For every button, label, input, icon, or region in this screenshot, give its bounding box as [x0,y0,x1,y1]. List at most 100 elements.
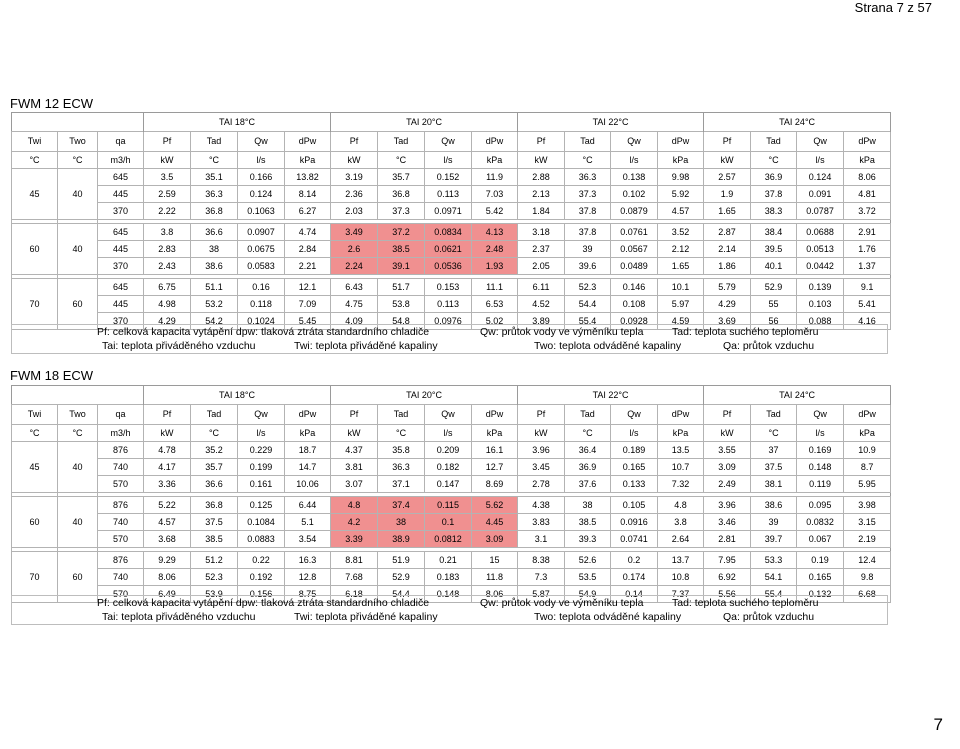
table-cell: 0.113 [424,295,473,313]
table-cell: 7.09 [284,295,332,313]
tai-group-header: TAI 24°C [703,385,892,405]
two-value: 40 [57,441,98,493]
table-cell: 3.8 [657,513,705,531]
table-cell: 4.29 [703,295,752,313]
column-header: Tad [750,131,798,152]
legend-text: Two: teplota odváděné kapaliny [534,340,682,352]
two-value: 40 [57,496,98,548]
table-cell: 0.0916 [610,513,659,531]
table-cell: 38.6 [750,496,798,514]
unit-header: °C [564,424,612,442]
unit-header: °C [564,151,612,169]
column-header: Twi [11,131,58,152]
table-cell: 36.4 [564,441,612,459]
table-cell: 9.98 [657,168,705,186]
unit-header: °C [377,424,426,442]
table-cell: 5.87 [517,585,566,603]
table-cell: 11.9 [471,168,519,186]
table-cell: 39.5 [750,240,798,258]
table-cell: 8.14 [284,185,332,203]
table-cell: 0.103 [796,295,845,313]
table-cell: 4.74 [284,223,332,241]
table-cell: 38.4 [750,223,798,241]
table-cell: 2.36 [330,185,379,203]
table-cell: 0.0879 [610,202,659,220]
table-cell: 0.0741 [610,530,659,548]
table-cell: 3.49 [330,223,379,241]
table-cell: 3.36 [143,475,192,493]
table-cell: 0.113 [424,185,473,203]
unit-header: kW [703,424,752,442]
column-header: dPw [657,131,705,152]
two-value: 40 [57,168,98,220]
table-cell: 38 [190,240,239,258]
unit-header: l/s [424,151,473,169]
legend-box: Pf: celková kapacita vytápění dpw: tlako… [11,595,888,625]
unit-header-row: °C °C m3/h kW °C l/s kPa kW °C l/s kPa kW °C l/s kPa kW… [11,151,892,169]
table-cell: 5.45 [284,312,332,330]
table-row: 60 40 876 5.22 36.8 0.125 6.44 4.8 37.4 0.115 5.62… [11,496,892,548]
unit-header: kW [330,151,379,169]
table-cell: 3.96 [703,496,752,514]
table-cell: 9.29 [143,551,192,569]
table-cell: 10.9 [843,441,892,459]
table-cell: 3.46 [703,513,752,531]
table-cell: 3.55 [703,441,752,459]
table-cell: 0.147 [424,475,473,493]
table-cell: 0.153 [424,278,473,296]
table-cell: 3.09 [471,530,519,548]
legend-text: Qa: průtok vzduchu [723,611,815,623]
data-table-wrapper: TAI 18°C TAI 20°C TAI 22°C TAI 24°C Twi Two qa… [11,112,892,330]
table-row: 45 40 876 4.78 35.2 0.229 18.7 4.37 35.8 0.209 16.… [11,441,892,493]
table-cell: 6.53 [471,295,519,313]
table-cell: 2.88 [517,168,566,186]
qa-cell: 645 [96,278,145,296]
unit-header: m3/h [96,424,145,442]
table-cell: 0.118 [237,295,286,313]
table-cell: 5.22 [143,496,192,514]
table-cell: 4.81 [843,185,892,203]
column-header: Qw [424,404,473,425]
column-header: dPw [843,404,892,425]
table-cell: 39 [750,513,798,531]
table-cell: 0.1063 [237,202,286,220]
table-cell: 13.5 [657,441,705,459]
table-cell: 6.68 [843,585,892,603]
tai-group-header: TAI 18°C [143,112,332,132]
unit-header: kPa [843,424,892,442]
table-cell: 0.166 [237,168,286,186]
column-header: dPw [284,404,332,425]
table-cell: 4.45 [471,513,519,531]
table-cell: 4.29 [143,312,192,330]
table-cell: 37.3 [564,185,612,203]
table-cell: 0.0583 [237,257,286,275]
two-value: 60 [57,278,98,330]
table-cell: 0.1 [424,513,473,531]
two-value: 60 [57,551,98,603]
table-cell: 36.3 [564,168,612,186]
column-header: dPw [471,404,519,425]
table-cell: 5.97 [657,295,705,313]
table-cell: 0.0688 [796,223,845,241]
unit-header: m3/h [96,151,145,169]
column-header: Pf [703,131,752,152]
qa-cell: 370 [96,257,145,275]
table-cell: 36.6 [190,475,239,493]
table-cell: 39.3 [564,530,612,548]
column-header: Two [57,404,98,425]
unit-header: kPa [843,151,892,169]
table-cell: 0.1024 [237,312,286,330]
table-cell: 0.102 [610,185,659,203]
twi-value: 70 [11,278,58,330]
table-cell: 6.49 [143,585,192,603]
column-header: Qw [610,404,659,425]
unit-header: kPa [284,424,332,442]
unit-header: l/s [610,424,659,442]
table-cell: 6.75 [143,278,192,296]
unit-header: °C [11,151,58,169]
table-cell: 1.9 [703,185,752,203]
table-cell: 53.2 [190,295,239,313]
table-cell: 0.0971 [424,202,473,220]
table-cell: 3.81 [330,458,379,476]
table-cell: 2.57 [703,168,752,186]
